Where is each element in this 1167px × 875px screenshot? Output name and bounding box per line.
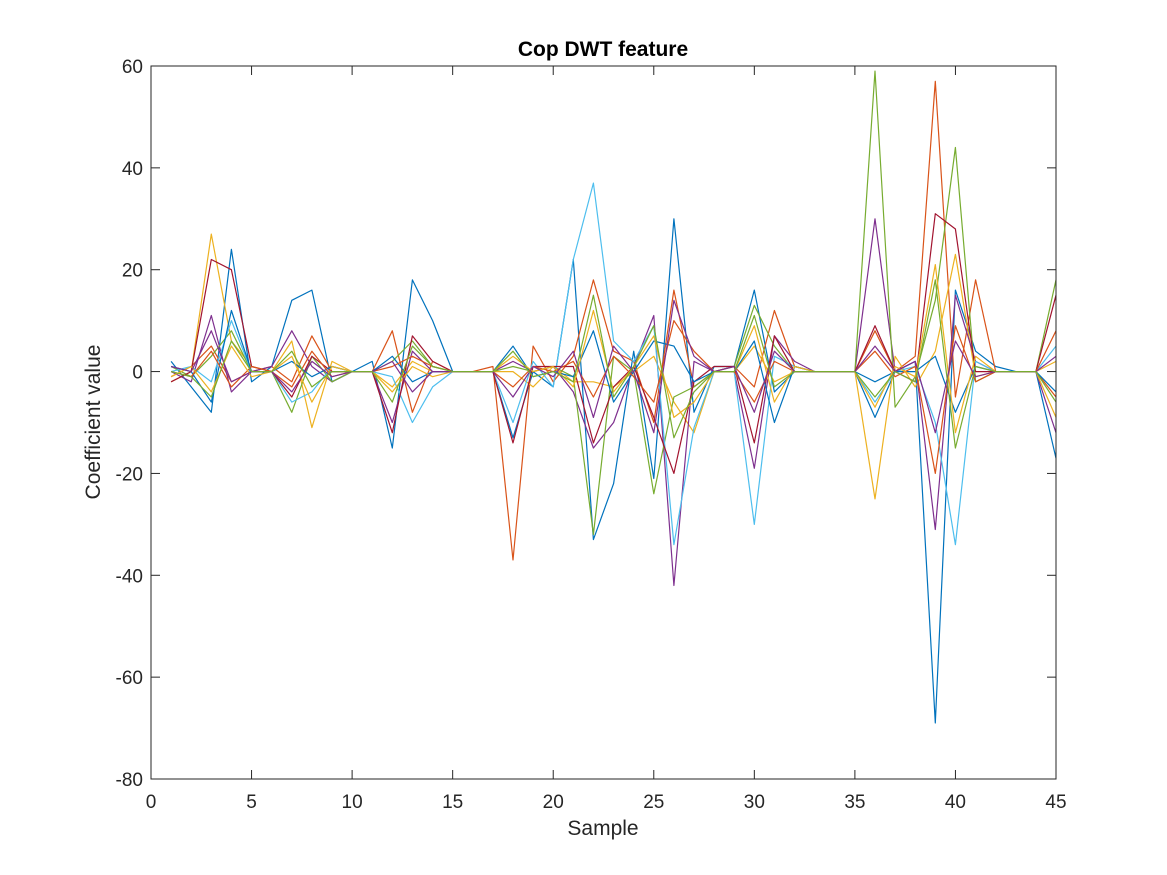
y-tick-label: -60 — [116, 668, 143, 689]
series-line-11 — [170, 299, 1057, 434]
x-tick-label: 10 — [342, 792, 363, 813]
y-tick-label: -20 — [116, 464, 143, 485]
series-line-10 — [170, 264, 1057, 434]
x-tick-label: 0 — [146, 792, 157, 813]
series-line-9 — [170, 320, 1057, 474]
y-axis-label: Coefficient value — [82, 345, 105, 500]
tick-layer: 0 5 10 15 20 25 30 35 40 45 60 40 20 0 -20 -40 -60 -80 — [116, 57, 1067, 813]
x-tick-label: 35 — [844, 792, 865, 813]
x-tick-label: 20 — [543, 792, 564, 813]
series-line-12 — [170, 279, 1057, 449]
x-tick-label: 40 — [945, 792, 966, 813]
y-tick-label: 0 — [132, 363, 143, 384]
x-tick-label: 45 — [1045, 792, 1066, 813]
plot-area — [151, 66, 1056, 779]
y-tick-label: 60 — [122, 57, 143, 78]
series-layer — [170, 70, 1057, 724]
x-tick-label: 5 — [246, 792, 257, 813]
y-tick-label: 20 — [122, 261, 143, 282]
series-line-6 — [170, 182, 1057, 546]
y-tick-label: 40 — [122, 159, 143, 180]
series-line-8 — [170, 309, 1057, 424]
y-tick-label: -40 — [116, 566, 143, 587]
x-tick-label: 15 — [442, 792, 463, 813]
x-tick-label: 25 — [643, 792, 664, 813]
plot-frame — [150, 65, 1057, 780]
series-line-2 — [170, 80, 1057, 561]
y-tick-label: -80 — [116, 770, 143, 791]
x-axis-label: Sample — [567, 817, 638, 840]
chart-title: Cop DWT feature — [518, 38, 688, 61]
x-tick-label: 30 — [744, 792, 765, 813]
